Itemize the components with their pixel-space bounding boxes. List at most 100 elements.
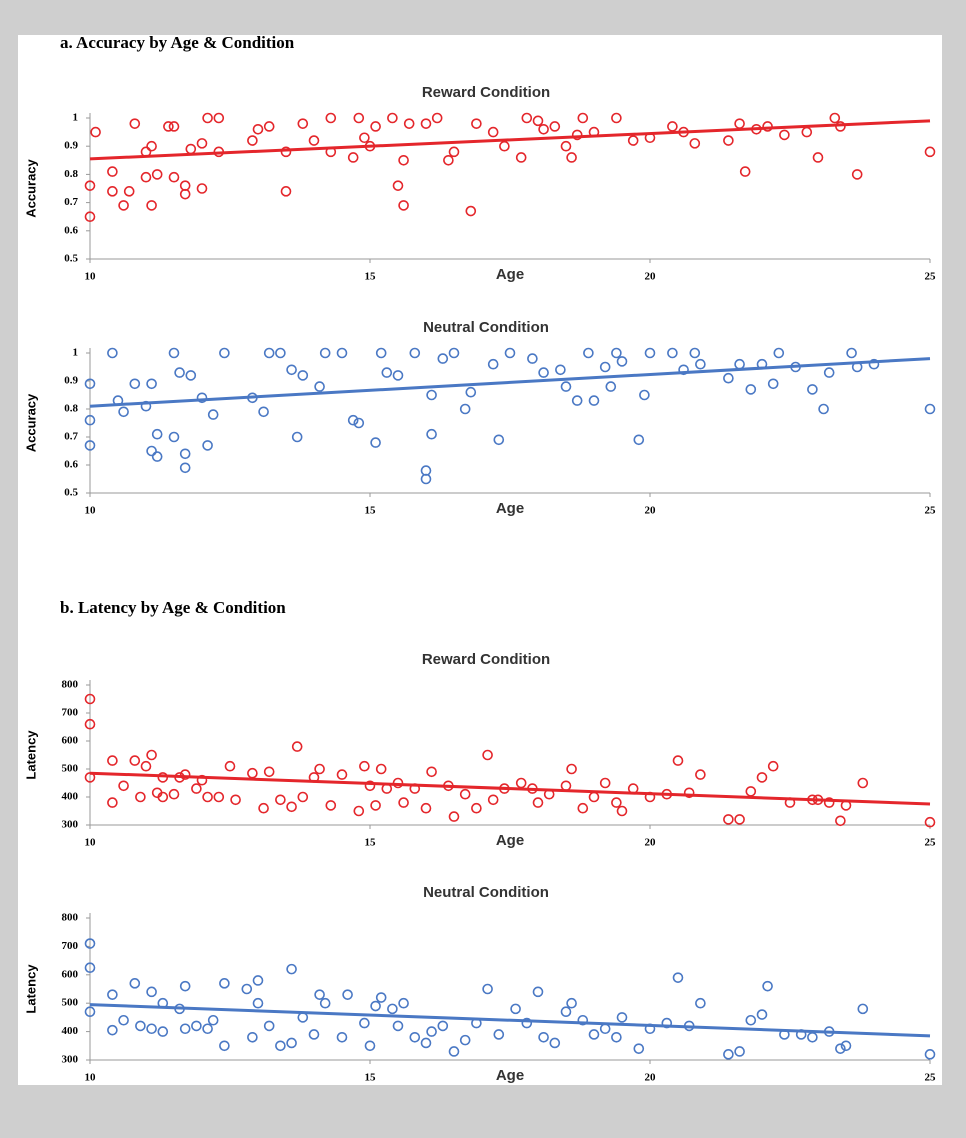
data-point (146, 378, 157, 390)
data-point (392, 1020, 404, 1032)
data-point (118, 200, 129, 211)
data-point (84, 378, 96, 390)
data-point (437, 353, 449, 364)
data-point (174, 367, 185, 378)
data-point (409, 1031, 421, 1043)
data-point (84, 938, 96, 949)
data-point (241, 983, 253, 995)
data-point (857, 1003, 869, 1015)
data-point (583, 347, 594, 359)
data-point (107, 989, 118, 1000)
data-point (387, 112, 398, 124)
data-point (168, 788, 180, 800)
data-point (611, 797, 622, 808)
data-point (370, 121, 381, 132)
data-point (448, 811, 460, 822)
y-tick-label: 0.6 (64, 224, 78, 236)
data-point (286, 963, 297, 975)
y-axis-label: Accuracy (23, 158, 38, 217)
data-point (314, 763, 325, 775)
data-point (762, 121, 773, 132)
data-point (207, 409, 219, 420)
data-point (739, 166, 751, 177)
x-tick-label: 15 (365, 1072, 377, 1084)
data-point (107, 186, 118, 197)
data-point (118, 1014, 129, 1026)
data-point (723, 814, 734, 825)
data-point (146, 749, 157, 761)
data-point (437, 1020, 449, 1032)
data-point (538, 123, 549, 135)
data-point (459, 403, 471, 415)
data-point (286, 364, 297, 376)
data-point (566, 152, 577, 163)
y-tick-label: 0.5 (64, 487, 78, 499)
data-point (168, 171, 180, 183)
data-point (168, 431, 180, 443)
data-point (459, 788, 471, 800)
data-point (107, 1024, 118, 1036)
data-point (527, 353, 538, 364)
data-point (129, 755, 141, 766)
data-point (549, 1037, 561, 1049)
data-point (258, 802, 269, 814)
y-axis-label: Latency (23, 730, 38, 780)
data-point (196, 774, 208, 786)
chart-title: Neutral Condition (423, 884, 549, 901)
data-point (644, 347, 656, 359)
data-point (107, 166, 118, 177)
data-point (392, 370, 404, 381)
data-point (560, 140, 572, 152)
data-point (146, 140, 157, 152)
data-point (493, 1029, 505, 1040)
data-point (807, 384, 818, 395)
data-point (347, 414, 359, 426)
data-point (179, 980, 191, 992)
data-point (297, 791, 309, 803)
trend-line (89, 119, 931, 161)
data-point (409, 347, 421, 359)
data-point (275, 1040, 286, 1052)
x-tick-label: 15 (365, 505, 377, 517)
x-tick-label: 10 (85, 1072, 97, 1084)
data-point (202, 112, 213, 124)
y-tick-label: 500 (62, 763, 79, 775)
data-point (851, 169, 863, 180)
data-point (538, 1031, 549, 1043)
data-point (515, 152, 527, 163)
y-axis-label: Accuracy (23, 393, 38, 452)
data-point (275, 794, 286, 806)
data-point (151, 428, 163, 440)
y-tick-label: 0.7 (64, 196, 78, 208)
data-point (924, 1049, 936, 1060)
y-tick-label: 0.8 (64, 403, 78, 415)
data-point (571, 395, 583, 406)
data-point (207, 1014, 219, 1026)
data-point (308, 135, 320, 146)
x-tick-label: 25 (925, 271, 937, 283)
data-point (213, 791, 225, 803)
data-point (364, 1040, 376, 1052)
data-point (420, 118, 432, 129)
data-point (392, 180, 404, 191)
data-point (538, 367, 549, 378)
data-point (566, 997, 577, 1009)
data-point (723, 372, 734, 384)
data-point (196, 392, 208, 404)
x-tick-label: 10 (85, 505, 97, 517)
data-point (191, 1020, 202, 1032)
data-point (515, 777, 527, 789)
y-axis-label: Latency (23, 964, 38, 1014)
data-point (219, 978, 230, 989)
data-point (426, 766, 437, 778)
data-point (846, 347, 857, 359)
y-tick-label: 700 (62, 707, 79, 719)
data-point (375, 992, 387, 1003)
data-point (370, 437, 381, 448)
data-point (868, 358, 880, 370)
data-point (555, 364, 566, 376)
data-point (140, 171, 152, 183)
data-point (487, 794, 499, 806)
y-tick-label: 0.6 (64, 459, 78, 471)
data-point (140, 760, 152, 772)
